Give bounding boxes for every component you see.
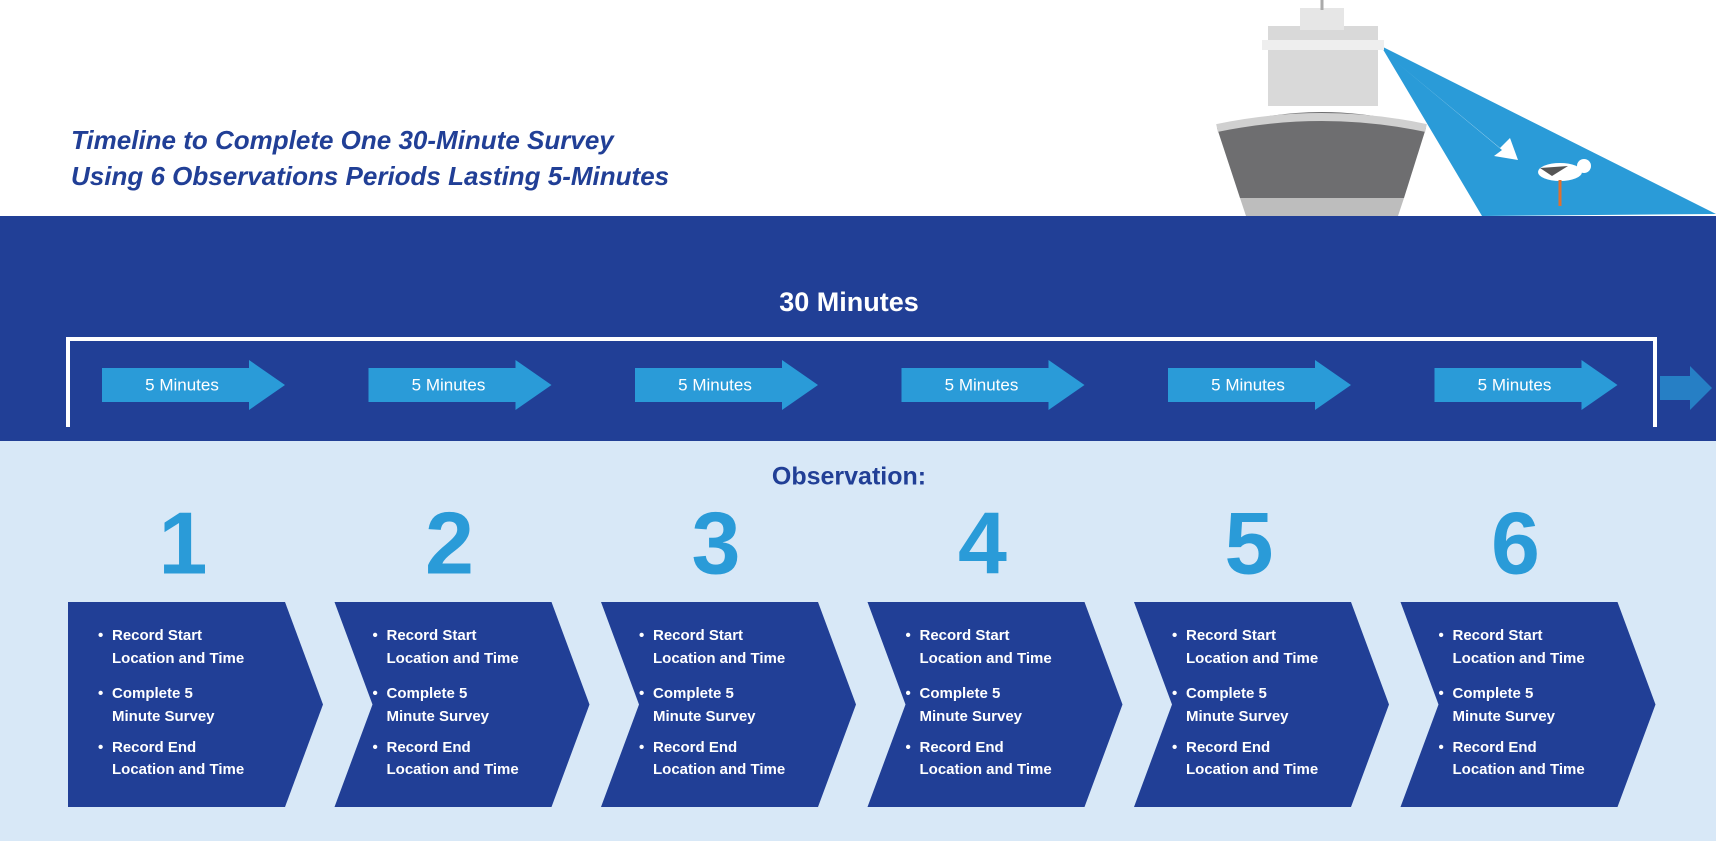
period-label: 5 Minutes (945, 375, 1019, 394)
total-label: 30 Minutes (779, 287, 919, 317)
bullet-dot: • (373, 739, 378, 756)
bullet-text: Minute Survey (112, 708, 215, 725)
period-arrow (1168, 360, 1351, 410)
bullet-text: Location and Time (112, 650, 244, 667)
step-number: 4 (958, 493, 1007, 592)
beam (1381, 46, 1716, 216)
step-number: 1 (159, 493, 208, 592)
beam-arrow (1384, 52, 1518, 160)
bullet-text: Record Start (1186, 627, 1276, 644)
step-number: 5 (1225, 493, 1274, 592)
bullet-dot: • (373, 627, 378, 644)
step-chevron (1400, 602, 1656, 807)
period-arrow (102, 360, 285, 410)
bullet-text: Minute Survey (1453, 708, 1556, 725)
bullet-text: Location and Time (387, 650, 519, 667)
bullet-text: Location and Time (1453, 650, 1585, 667)
bullet-dot: • (639, 685, 644, 702)
step-number: 3 (692, 493, 741, 592)
bullet-text: Complete 5 (653, 685, 734, 702)
bullet-text: Location and Time (1186, 650, 1318, 667)
period-arrow (1434, 360, 1618, 410)
step-chevron (601, 602, 856, 807)
step-chevron (1134, 602, 1389, 807)
bullet-text: Complete 5 (387, 685, 468, 702)
step-number: 6 (1491, 493, 1540, 592)
observation-heading: Observation: (772, 463, 926, 491)
bullet-text: Record Start (653, 627, 743, 644)
bullet-text: Location and Time (920, 761, 1052, 778)
title-line: Timeline to Complete One 30-Minute Surve… (71, 125, 615, 155)
bullet-text: Location and Time (112, 761, 244, 778)
bullet-text: Complete 5 (1453, 685, 1534, 702)
bullet-text: Record Start (112, 627, 202, 644)
period-arrow (368, 360, 552, 410)
bullet-dot: • (1439, 739, 1444, 756)
period-label: 5 Minutes (678, 375, 752, 394)
bullet-text: Minute Survey (920, 708, 1023, 725)
bullet-dot: • (1172, 627, 1177, 644)
bullet-text: Location and Time (1186, 761, 1318, 778)
bullet-dot: • (1172, 739, 1177, 756)
bullet-text: Record End (387, 739, 471, 756)
bullet-text: Location and Time (653, 761, 785, 778)
bullet-text: Record End (653, 739, 737, 756)
bullet-text: Minute Survey (1186, 708, 1289, 725)
step-chevron (68, 602, 323, 807)
period-label: 5 Minutes (412, 375, 486, 394)
period-label: 5 Minutes (1478, 375, 1552, 394)
bullet-text: Record Start (387, 627, 477, 644)
bullet-text: Complete 5 (112, 685, 193, 702)
bullet-text: Record Start (920, 627, 1010, 644)
bullet-text: Location and Time (653, 650, 785, 667)
step-number: 2 (425, 493, 474, 592)
bullet-text: Minute Survey (387, 708, 490, 725)
bullet-dot: • (906, 739, 911, 756)
bullet-dot: • (98, 685, 103, 702)
bullet-dot: • (1439, 685, 1444, 702)
bullet-text: Record End (920, 739, 1004, 756)
bird (1538, 159, 1591, 206)
bullet-text: Record Start (1453, 627, 1543, 644)
bullet-text: Location and Time (920, 650, 1052, 667)
bullet-dot: • (373, 685, 378, 702)
bullet-text: Location and Time (387, 761, 519, 778)
bullet-dot: • (906, 685, 911, 702)
bullet-text: Minute Survey (653, 708, 756, 725)
bullet-dot: • (98, 739, 103, 756)
bullet-dot: • (98, 627, 103, 644)
period-label: 5 Minutes (1211, 375, 1285, 394)
period-arrow (635, 360, 818, 410)
bullet-text: Record End (112, 739, 196, 756)
bullet-dot: • (906, 627, 911, 644)
bullet-text: Record End (1453, 739, 1537, 756)
period-label: 5 Minutes (145, 375, 219, 394)
title-line: Using 6 Observations Periods Lasting 5-M… (71, 161, 669, 191)
bullet-text: Location and Time (1453, 761, 1585, 778)
bracket (66, 337, 1657, 427)
bullet-dot: • (639, 627, 644, 644)
step-chevron (867, 602, 1123, 807)
ship (1216, 0, 1427, 222)
bullet-text: Record End (1186, 739, 1270, 756)
step-chevron (334, 602, 590, 807)
timeline-band (0, 216, 1716, 441)
period-arrow (901, 360, 1085, 410)
continuation-arrow (1660, 366, 1712, 410)
bullet-dot: • (639, 739, 644, 756)
bullet-dot: • (1172, 685, 1177, 702)
bullet-text: Complete 5 (920, 685, 1001, 702)
bullet-dot: • (1439, 627, 1444, 644)
bullet-text: Complete 5 (1186, 685, 1267, 702)
